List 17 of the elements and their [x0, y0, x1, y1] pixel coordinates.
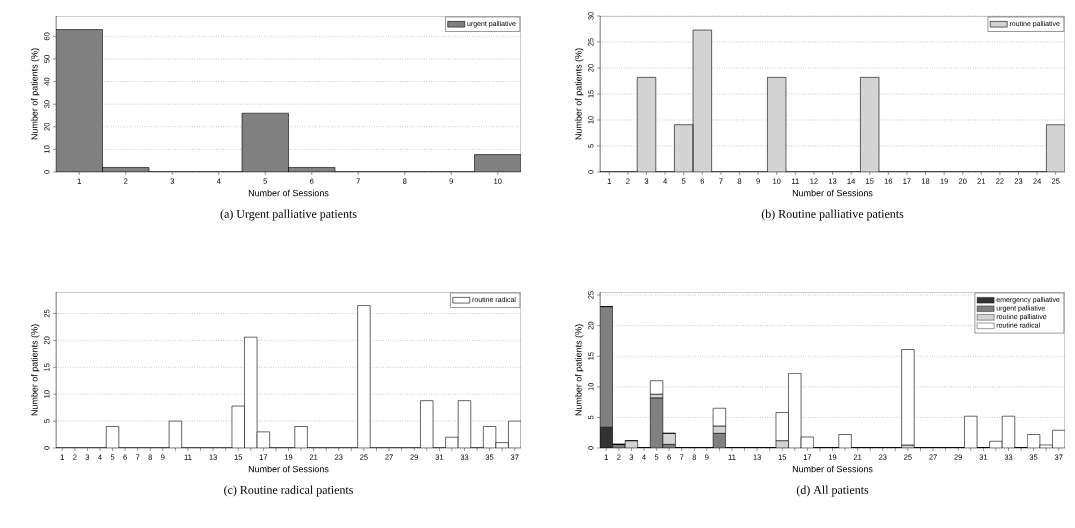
text: (c) Routine radical patients: [224, 485, 353, 497]
bar: [693, 30, 712, 172]
text: (d) All patients: [796, 485, 869, 497]
bar: [767, 77, 787, 172]
text: (b) Routine palliative patients: [761, 209, 904, 221]
bar: [860, 77, 880, 172]
y-axis-title: Number of patients (%): [575, 324, 584, 416]
bar: [637, 77, 656, 172]
bar: [649, 380, 664, 395]
x-axis-title: Number of Sessions: [248, 465, 329, 473]
x-axis-title: Number of Sessions: [792, 189, 873, 197]
y-axis-title: Number of patients (%): [575, 48, 584, 140]
y-axis-title: Number of patients (%): [30, 48, 40, 140]
text: (a) Urgent palliative patients: [220, 209, 357, 221]
x-axis-title: Number of Sessions: [248, 189, 329, 197]
x-axis-title: Number of Sessions: [792, 465, 873, 473]
y-axis-title: Number of patients (%): [30, 324, 40, 416]
